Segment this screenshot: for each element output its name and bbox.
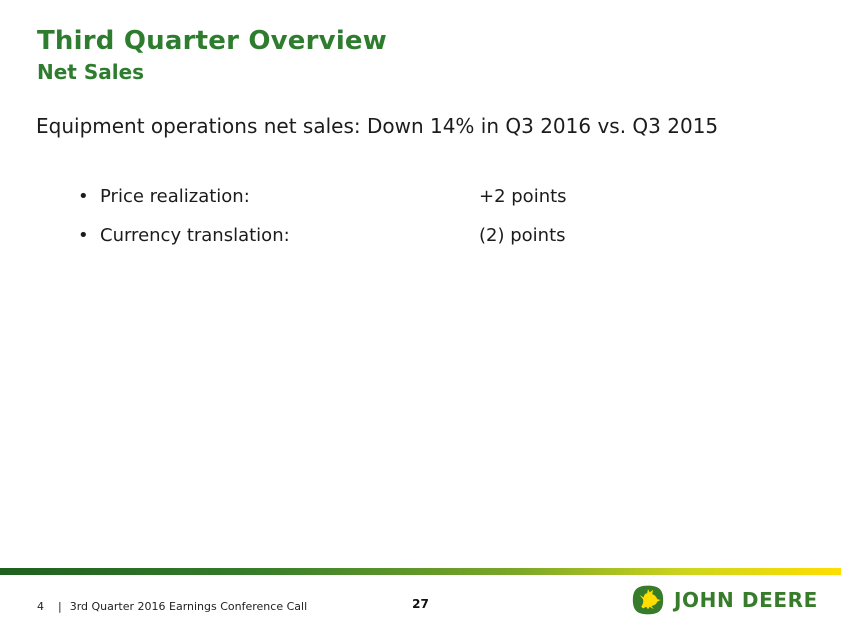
footer-caption-text: 3rd Quarter 2016 Earnings Conference Cal…	[69, 600, 308, 613]
bullet-item-price-realization: • Price realization: +2 points	[78, 186, 567, 207]
bullet-value: (2) points	[479, 225, 566, 246]
bullet-value: +2 points	[479, 186, 567, 207]
divider-bar	[0, 568, 841, 575]
bullet-item-currency-translation: • Currency translation: (2) points	[78, 225, 566, 246]
slide-heading: Equipment operations net sales: Down 14%…	[36, 114, 719, 138]
slide-subtitle: Net Sales	[37, 60, 145, 84]
john-deere-logo: JOHN DEERE	[631, 584, 818, 616]
footer-caption: 4 | 3rd Quarter 2016 Earnings Conference C…	[37, 600, 307, 613]
bullet-icon: •	[78, 186, 89, 207]
footer-divider: |	[58, 600, 62, 613]
footer-slide-number: 4	[37, 600, 44, 613]
deer-icon	[632, 585, 664, 615]
brand-wordmark: JOHN DEERE	[674, 588, 818, 612]
bullet-label: Price realization:	[100, 186, 250, 207]
slide-title: Third Quarter Overview	[37, 26, 387, 56]
page-number: 27	[412, 597, 429, 611]
bullet-icon: •	[78, 225, 89, 246]
bullet-label: Currency translation:	[100, 225, 290, 246]
